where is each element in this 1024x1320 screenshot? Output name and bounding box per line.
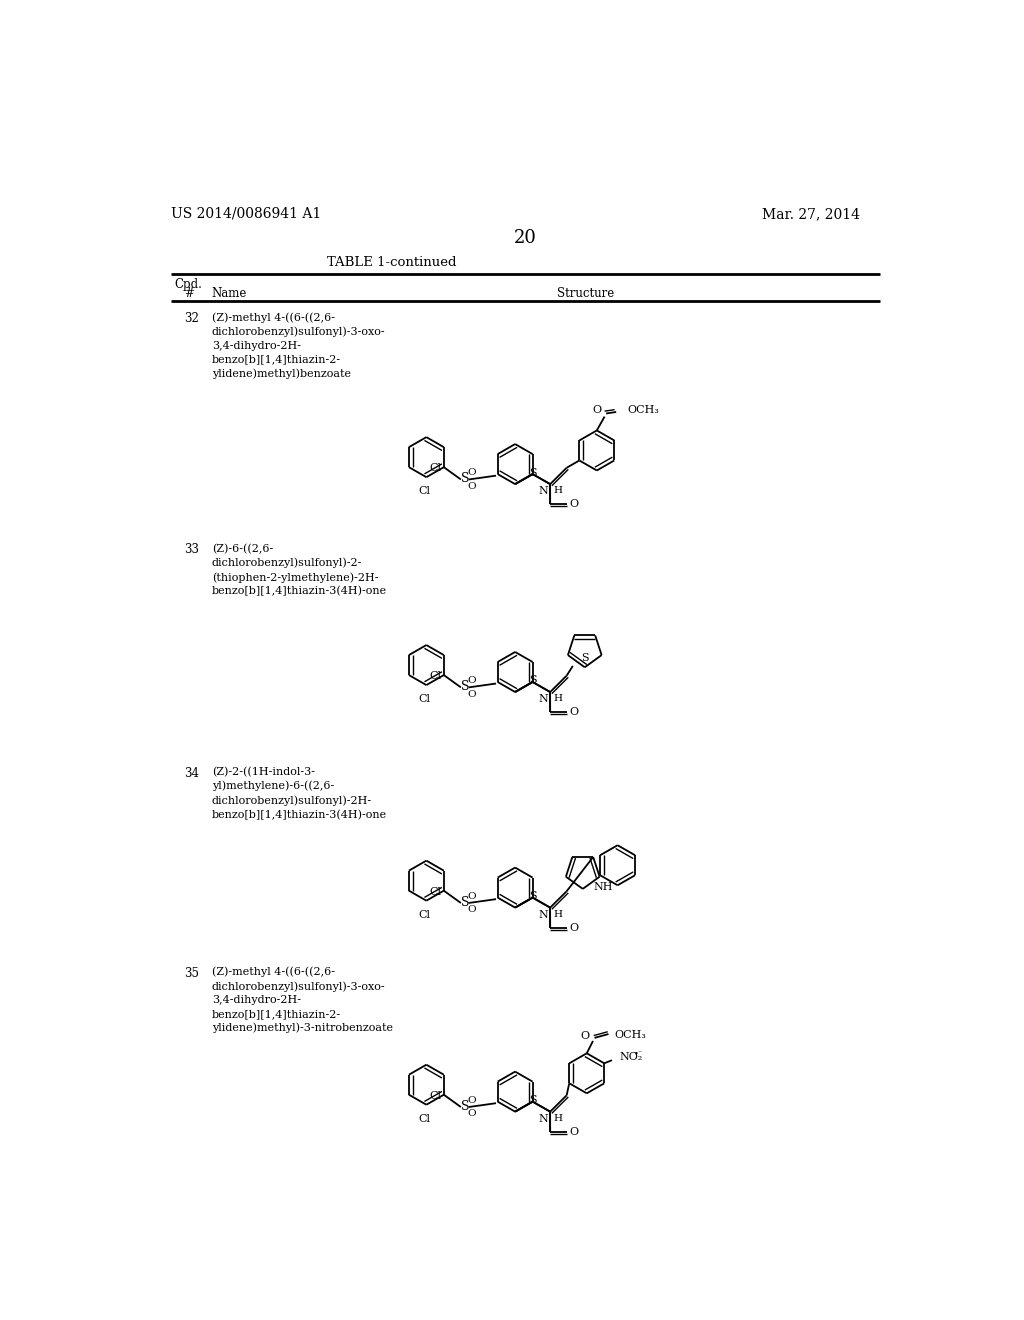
Text: NH: NH	[594, 882, 613, 891]
Text: OCH₃: OCH₃	[628, 405, 659, 414]
Text: TABLE 1-continued: TABLE 1-continued	[327, 256, 457, 269]
Text: O: O	[467, 906, 476, 915]
Text: S: S	[461, 680, 469, 693]
Text: O: O	[467, 482, 476, 491]
Text: Cl: Cl	[418, 1114, 430, 1123]
Text: O: O	[569, 1127, 579, 1137]
Text: O: O	[467, 676, 476, 685]
Text: N: N	[539, 909, 549, 920]
Text: S: S	[529, 676, 538, 685]
Text: NO₂: NO₂	[620, 1052, 643, 1063]
Text: Structure: Structure	[557, 286, 613, 300]
Text: H: H	[553, 909, 562, 919]
Text: •⁻: •⁻	[634, 1049, 643, 1059]
Text: S: S	[461, 896, 469, 908]
Text: H: H	[553, 487, 562, 495]
Text: (Z)-2-((1H-indol-3-
yl)methylene)-6-((2,6-
dichlorobenzyl)sulfonyl)-2H-
benzo[b]: (Z)-2-((1H-indol-3- yl)methylene)-6-((2,…	[212, 767, 387, 820]
Text: 35: 35	[183, 966, 199, 979]
Text: N: N	[539, 1114, 549, 1123]
Text: Cl: Cl	[429, 672, 441, 681]
Text: Cl: Cl	[418, 487, 430, 496]
Text: (Z)-methyl 4-((6-((2,6-
dichlorobenzyl)sulfonyl)-3-oxo-
3,4-dihydro-2H-
benzo[b]: (Z)-methyl 4-((6-((2,6- dichlorobenzyl)s…	[212, 313, 385, 379]
Text: O: O	[467, 690, 476, 698]
Text: Cl: Cl	[429, 1090, 441, 1101]
Text: (Z)-methyl 4-((6-((2,6-
dichlorobenzyl)sulfonyl)-3-oxo-
3,4-dihydro-2H-
benzo[b]: (Z)-methyl 4-((6-((2,6- dichlorobenzyl)s…	[212, 966, 392, 1034]
Text: Cl: Cl	[418, 909, 430, 920]
Text: O: O	[580, 1031, 589, 1040]
Text: #: #	[183, 286, 194, 300]
Text: S: S	[529, 891, 538, 902]
Text: 34: 34	[183, 767, 199, 780]
Text: O: O	[467, 469, 476, 477]
Text: O: O	[569, 708, 579, 717]
Text: Mar. 27, 2014: Mar. 27, 2014	[762, 207, 860, 220]
Text: (Z)-6-((2,6-
dichlorobenzyl)sulfonyl)-2-
(thiophen-2-ylmethylene)-2H-
benzo[b][1: (Z)-6-((2,6- dichlorobenzyl)sulfonyl)-2-…	[212, 544, 387, 597]
Text: Cl: Cl	[418, 694, 430, 705]
Text: N: N	[539, 487, 549, 496]
Text: O: O	[467, 1096, 476, 1105]
Text: 33: 33	[183, 544, 199, 557]
Text: S: S	[581, 652, 589, 663]
Text: H: H	[553, 694, 562, 704]
Text: Name: Name	[212, 286, 247, 300]
Text: S: S	[461, 1100, 469, 1113]
Text: Cl: Cl	[429, 887, 441, 896]
Text: Cl: Cl	[429, 463, 441, 474]
Text: O: O	[569, 499, 579, 510]
Text: S: S	[529, 1096, 538, 1105]
Text: O: O	[467, 891, 476, 900]
Text: S: S	[529, 467, 538, 478]
Text: O: O	[592, 405, 601, 414]
Text: 32: 32	[183, 313, 199, 326]
Text: 20: 20	[513, 228, 537, 247]
Text: OCH₃: OCH₃	[614, 1030, 646, 1040]
Text: S: S	[461, 473, 469, 486]
Text: Cpd.: Cpd.	[174, 277, 203, 290]
Text: N: N	[539, 694, 549, 705]
Text: H: H	[553, 1114, 562, 1123]
Text: O: O	[467, 1110, 476, 1118]
Text: US 2014/0086941 A1: US 2014/0086941 A1	[171, 207, 321, 220]
Text: O: O	[569, 923, 579, 933]
